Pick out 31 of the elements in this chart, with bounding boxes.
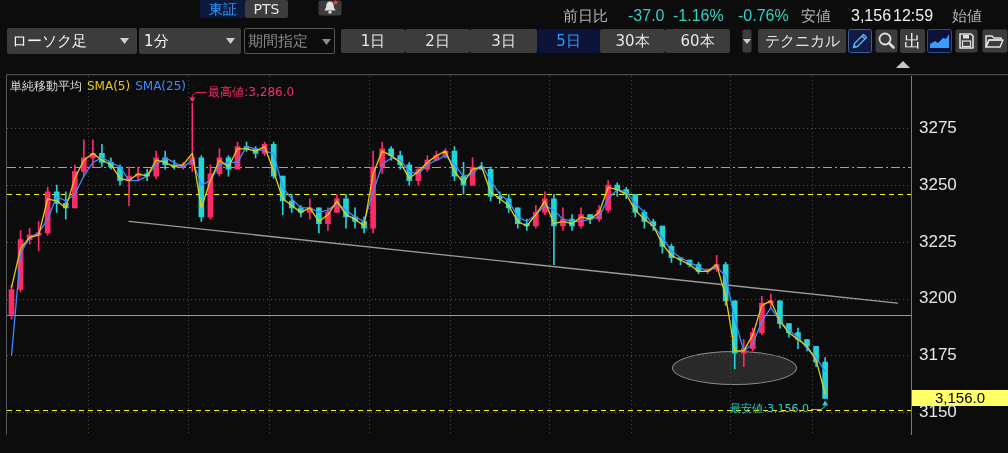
text: ローソク足 xyxy=(7,28,137,54)
y-tick-label: 3200 xyxy=(919,288,957,308)
annotation: 最高値:3,286.0 xyxy=(208,84,295,99)
text: 30本 xyxy=(600,29,665,53)
y-tick-label: 3175 xyxy=(919,345,957,365)
text: 1分 xyxy=(139,28,241,54)
text: SMA(5) xyxy=(87,79,131,94)
y-tick-label: 3250 xyxy=(919,174,957,194)
text: SMA(25) xyxy=(135,79,186,94)
text: 5日 xyxy=(537,29,600,53)
text: PTS xyxy=(245,0,288,18)
text: 12:59 xyxy=(893,6,934,26)
legend-title: 単純移動平均 xyxy=(10,79,82,94)
text: -1.16% xyxy=(673,6,724,26)
text: -0.76% xyxy=(738,6,789,26)
text: 3日 xyxy=(470,29,537,53)
text: 出 xyxy=(900,29,925,53)
text: 2日 xyxy=(405,29,470,53)
text: 1日 xyxy=(341,29,405,53)
text: 安値 xyxy=(801,6,831,26)
text: 前日比 xyxy=(563,6,608,26)
y-tick-label: 3275 xyxy=(919,118,957,138)
text: -37.0 xyxy=(628,6,665,26)
annotation: 最安値:3,156.0 xyxy=(730,402,810,416)
text: 60本 xyxy=(665,29,730,53)
y-tick-label: 3225 xyxy=(919,231,957,251)
text: 3,156 xyxy=(851,6,892,26)
text: テクニカル xyxy=(758,29,846,53)
text: 始値 xyxy=(952,6,982,26)
text: 東証 xyxy=(200,0,245,18)
text: 期間指定 xyxy=(244,28,335,54)
